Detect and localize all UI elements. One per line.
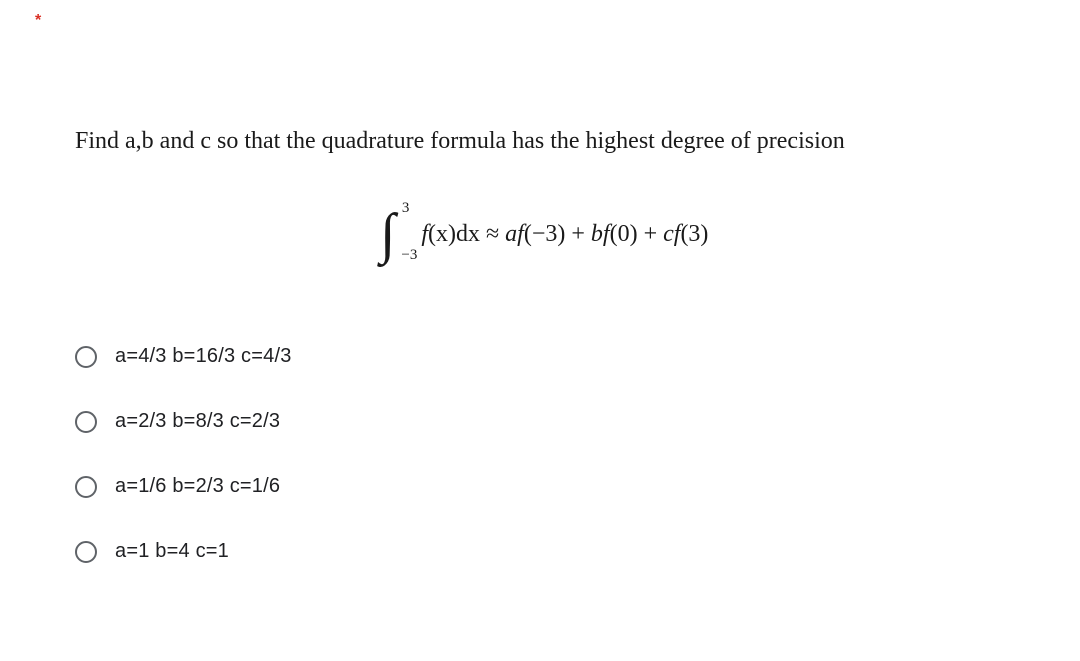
integrand-x: (x)dx — [428, 221, 480, 247]
options-group: a=4/3 b=16/3 c=4/3 a=2/3 b=8/3 c=2/3 a=1… — [75, 345, 292, 605]
rhs-af: af — [505, 221, 524, 247]
formula-body: f(x)dx ≈ af(−3) + bf(0) + cf(3) — [421, 221, 708, 248]
upper-limit: 3 — [402, 200, 410, 217]
radio-icon[interactable] — [75, 411, 97, 433]
option-row[interactable]: a=2/3 b=8/3 c=2/3 — [75, 410, 292, 433]
option-row[interactable]: a=1 b=4 c=1 — [75, 540, 292, 563]
formula-display: ∫ 3 −3 f(x)dx ≈ af(−3) + bf(0) + cf(3) — [380, 206, 708, 262]
radio-icon[interactable] — [75, 476, 97, 498]
integrand-f: f — [421, 221, 428, 247]
approx-sign: ≈ — [480, 221, 505, 247]
option-label: a=4/3 b=16/3 c=4/3 — [115, 345, 292, 368]
question-text: Find a,b and c so that the quadrature fo… — [75, 128, 845, 155]
option-label: a=1 b=4 c=1 — [115, 540, 229, 563]
integral-sign-glyph: ∫ — [380, 206, 395, 262]
option-row[interactable]: a=1/6 b=2/3 c=1/6 — [75, 475, 292, 498]
option-label: a=1/6 b=2/3 c=1/6 — [115, 475, 280, 498]
rhs-b-arg: (0) + — [610, 221, 664, 247]
lower-limit: −3 — [401, 247, 417, 264]
rhs-cf: cf — [663, 221, 680, 247]
option-row[interactable]: a=4/3 b=16/3 c=4/3 — [75, 345, 292, 368]
rhs-bf: bf — [591, 221, 610, 247]
radio-icon[interactable] — [75, 541, 97, 563]
required-asterisk: * — [35, 12, 41, 30]
option-label: a=2/3 b=8/3 c=2/3 — [115, 410, 280, 433]
rhs-c-arg: (3) — [680, 221, 708, 247]
radio-icon[interactable] — [75, 346, 97, 368]
rhs-a-arg: (−3) + — [524, 221, 591, 247]
integral-symbol: ∫ 3 −3 — [380, 206, 395, 262]
